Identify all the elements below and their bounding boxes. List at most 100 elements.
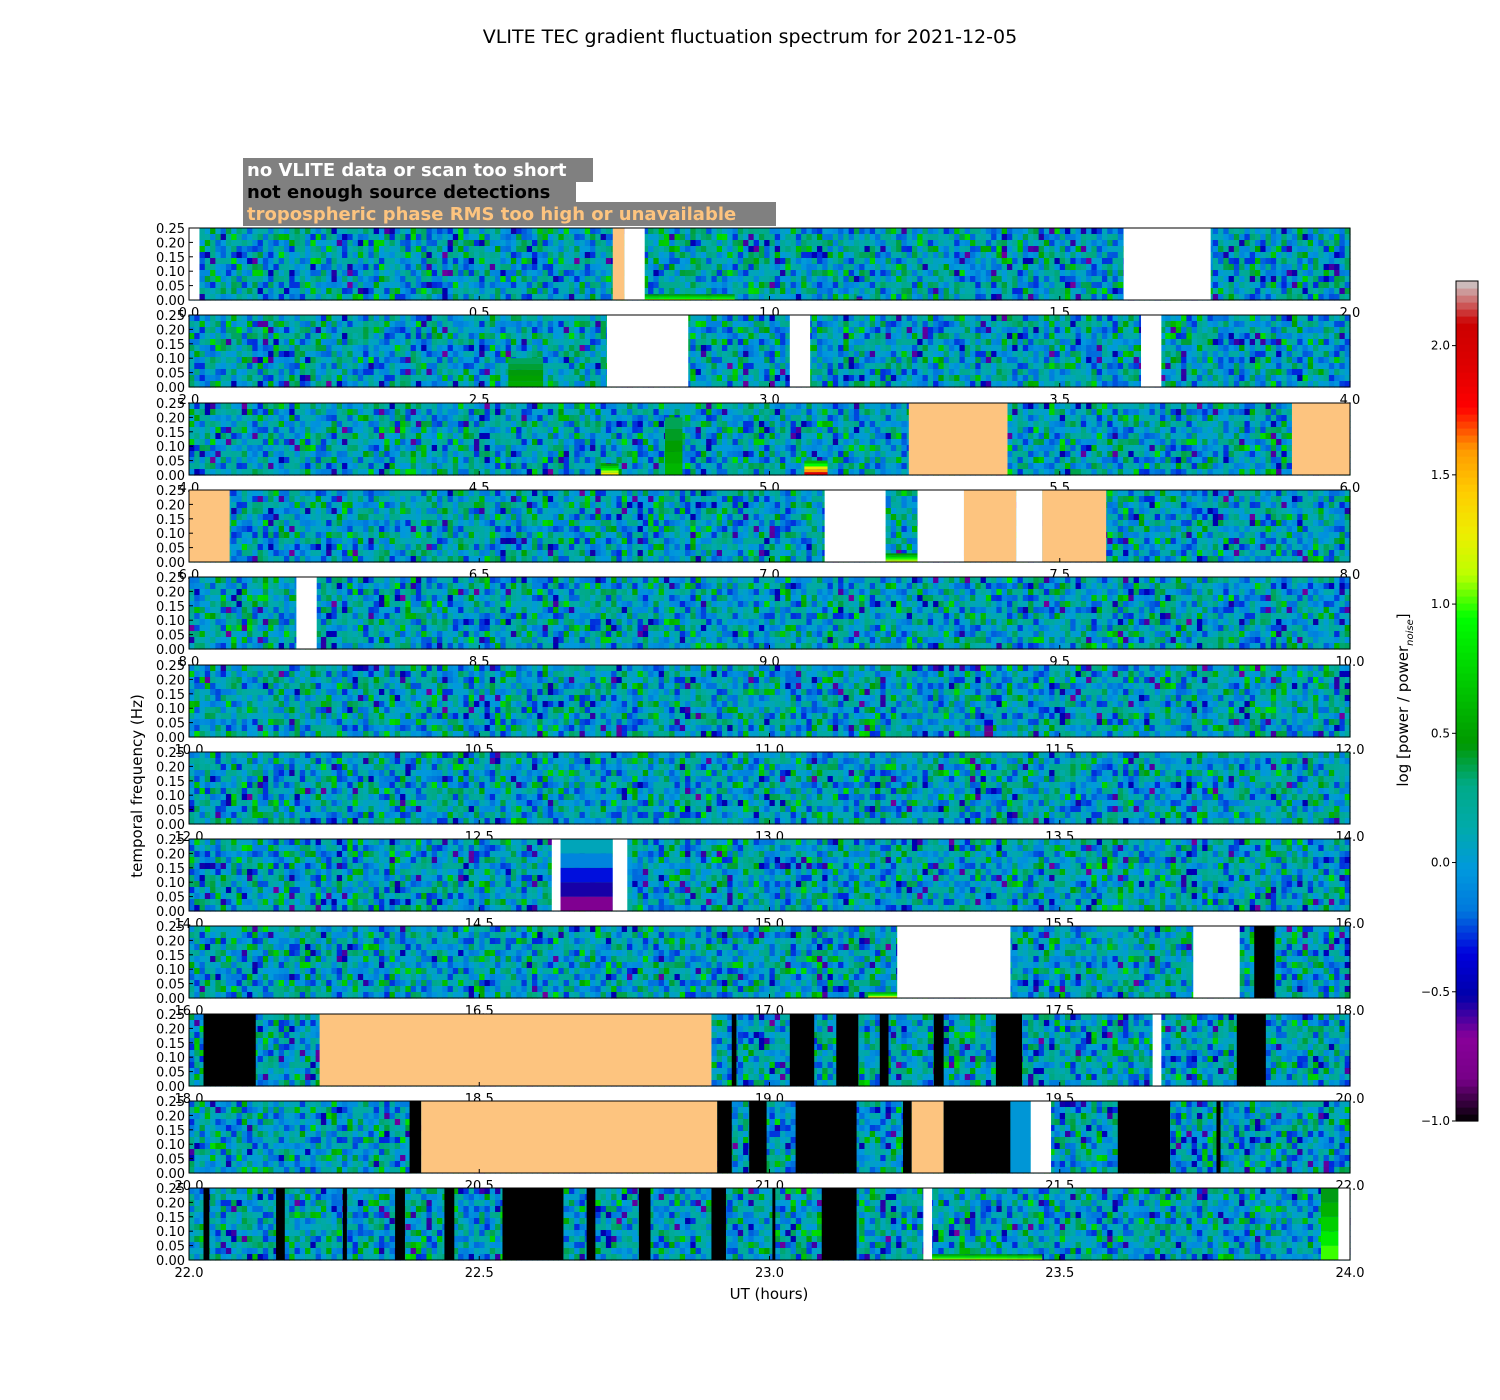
heatmap-cell <box>727 252 734 259</box>
heatmap-cell <box>189 381 195 388</box>
heatmap-cell <box>384 240 391 247</box>
heatmap-cell <box>1175 321 1182 328</box>
heatmap-cell <box>294 345 301 352</box>
heatmap-cell <box>315 294 322 301</box>
heatmap-cell <box>695 375 702 382</box>
heatmap-cell <box>922 246 929 253</box>
heatmap-cell <box>911 294 918 301</box>
heatmap-cell <box>1313 252 1319 259</box>
heatmap-cell <box>753 321 760 328</box>
heatmap-cell <box>495 369 501 376</box>
heatmap-cell <box>463 234 470 241</box>
heatmap-cell <box>780 270 786 277</box>
heatmap-cell <box>1080 375 1087 382</box>
heatmap-cell <box>927 357 934 364</box>
heatmap-cell <box>1028 321 1034 328</box>
heatmap-cell <box>964 339 971 346</box>
heatmap-cell <box>901 339 908 346</box>
heatmap-cell <box>558 258 565 265</box>
heatmap-cell <box>595 357 602 364</box>
heatmap-cell <box>389 375 396 382</box>
heatmap-cell <box>516 258 523 265</box>
heatmap-cell <box>964 240 971 247</box>
heatmap-cell <box>922 381 929 388</box>
heatmap-cell <box>584 252 591 259</box>
heatmap-cell <box>1054 276 1061 283</box>
heatmap-cell <box>780 264 786 271</box>
heatmap-cell <box>452 381 459 388</box>
heatmap-cell <box>869 234 876 241</box>
heatmap-cell <box>210 357 216 364</box>
heatmap-cell <box>780 333 786 340</box>
heatmap-cell <box>352 327 359 334</box>
heatmap-cell <box>985 339 992 346</box>
heatmap-cell <box>1112 369 1119 376</box>
heatmap-cell <box>378 234 385 241</box>
heatmap-cell <box>1249 234 1256 241</box>
heatmap-cell <box>415 294 422 301</box>
heatmap-cell <box>695 339 702 346</box>
heatmap-cell <box>199 258 206 265</box>
heatmap-cell <box>948 363 955 370</box>
heatmap-cell <box>1107 282 1114 289</box>
heatmap-cell <box>241 282 248 289</box>
heatmap-cell <box>1086 321 1093 328</box>
heatmap-cell <box>1070 264 1077 271</box>
heatmap-cell <box>880 234 887 241</box>
heatmap-cell <box>685 276 691 283</box>
heatmap-cell <box>331 363 338 370</box>
heatmap-cell <box>1022 264 1029 271</box>
heatmap-cell <box>521 252 528 259</box>
heatmap-cell <box>431 351 438 358</box>
heatmap-cell <box>1260 252 1267 259</box>
heatmap-cell <box>310 363 317 370</box>
heatmap-cell <box>901 375 908 382</box>
heatmap-cell <box>774 327 781 334</box>
heatmap-cell <box>257 321 264 328</box>
heatmap-cell <box>241 351 248 358</box>
heatmap-cell <box>1054 315 1061 322</box>
heatmap-cell <box>780 375 786 382</box>
heatmap-cell <box>991 294 998 301</box>
heatmap-cell <box>516 276 523 283</box>
heatmap-cell <box>273 264 280 271</box>
heatmap-cell <box>357 228 364 235</box>
heatmap-cell <box>822 321 829 328</box>
heatmap-cell <box>991 339 998 346</box>
heatmap-cell <box>1043 339 1050 346</box>
heatmap-cell <box>917 264 924 271</box>
heatmap-cell <box>1334 282 1341 289</box>
heatmap-cell <box>305 333 311 340</box>
heatmap-cell <box>743 321 749 328</box>
heatmap-cell <box>605 228 612 235</box>
heatmap-cell <box>342 234 348 241</box>
heatmap-cell <box>1017 369 1024 376</box>
heatmap-cell <box>648 234 654 241</box>
heatmap-cell <box>268 351 275 358</box>
heatmap-cell <box>780 240 786 247</box>
heatmap-cell <box>716 264 723 271</box>
heatmap-cell <box>547 345 554 352</box>
heatmap-cell <box>917 369 924 376</box>
heatmap-cell <box>917 228 924 235</box>
heatmap-cell <box>352 252 359 259</box>
heatmap-cell <box>732 258 739 265</box>
heatmap-cell <box>247 315 253 322</box>
heatmap-cell <box>648 246 654 253</box>
heatmap-cell <box>690 264 697 271</box>
heatmap-cell <box>384 339 391 346</box>
heatmap-cell <box>252 276 259 283</box>
heatmap-cell <box>1165 357 1172 364</box>
heatmap-cell <box>985 375 992 382</box>
heatmap-cell <box>1075 252 1082 259</box>
heatmap-cell <box>310 228 317 235</box>
heatmap-cell <box>933 345 939 352</box>
heatmap-cell <box>521 333 528 340</box>
heatmap-cell <box>859 252 866 259</box>
heatmap-cell <box>426 363 433 370</box>
heatmap-cell <box>954 315 961 322</box>
heatmap-cell <box>305 357 311 364</box>
heatmap-cell <box>653 240 660 247</box>
heatmap-cell <box>289 264 296 271</box>
heatmap-cell <box>579 270 586 277</box>
